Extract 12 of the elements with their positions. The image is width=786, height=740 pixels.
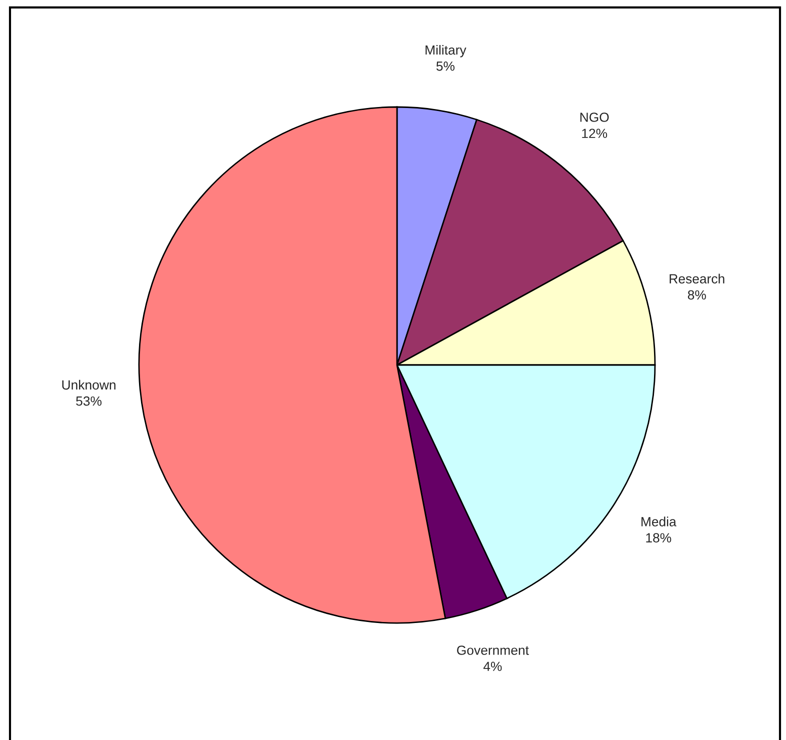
data-label: 53% xyxy=(76,396,102,406)
data-label: 18% xyxy=(646,533,672,542)
data-label: 8% xyxy=(688,290,706,300)
slice-label: Government xyxy=(457,646,529,655)
slice-label: Military xyxy=(426,45,466,58)
data-label: 5% xyxy=(436,62,454,71)
data-label: 4% xyxy=(483,662,502,671)
slice-label: Media xyxy=(642,516,676,526)
slice-label: NGO xyxy=(580,112,609,122)
slice-label: Unknown xyxy=(62,380,116,390)
slice-label: Research xyxy=(670,274,724,284)
data-label: 12% xyxy=(582,128,608,138)
